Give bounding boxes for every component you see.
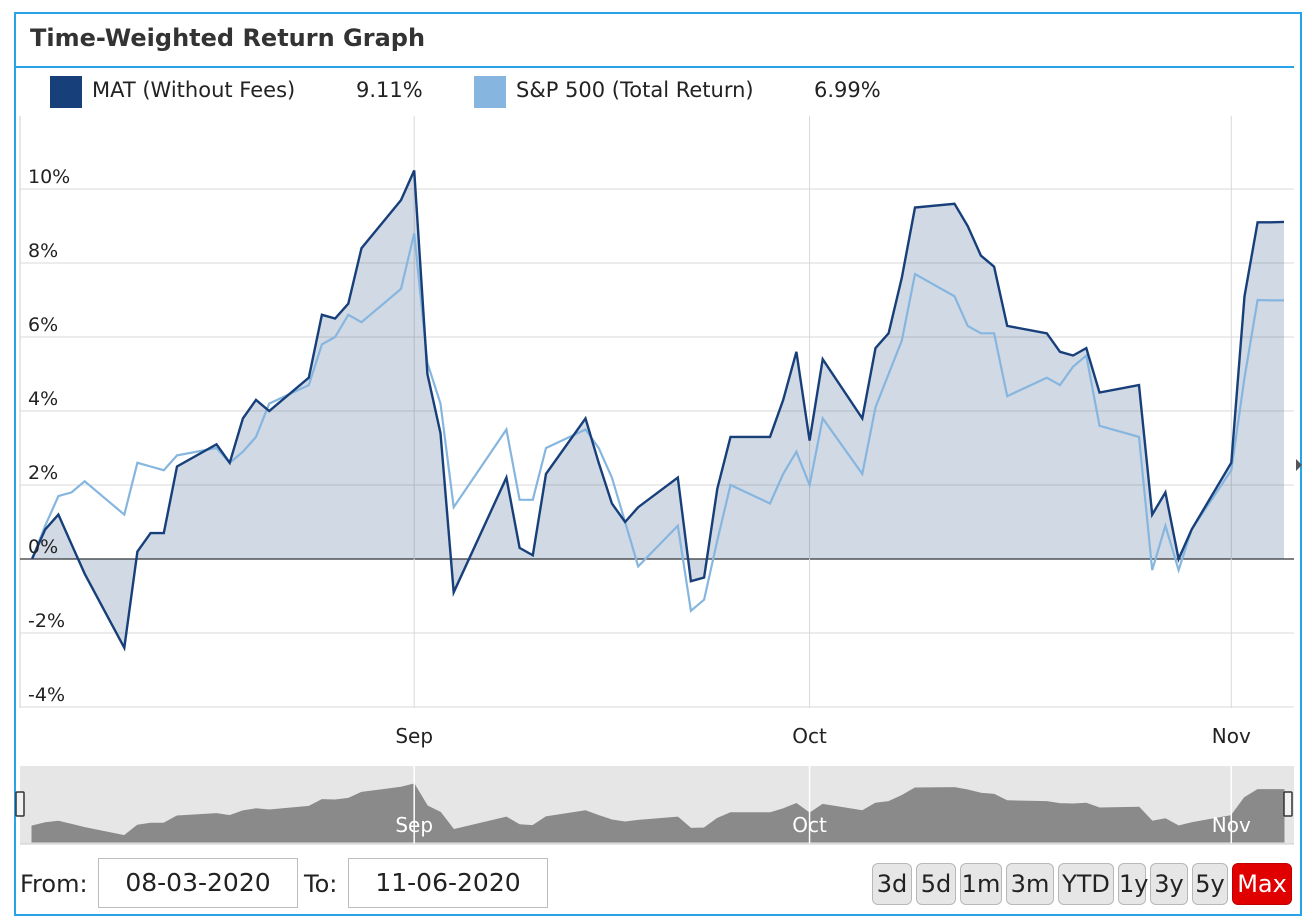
- range-selector: From: 08-03-2020 To: 11-06-2020 3d 5d 1m 3m…: [0, 846, 1302, 918]
- legend-label-sp500[interactable]: S&P 500 (Total Return): [516, 78, 754, 102]
- range-button-5d[interactable]: 5d: [916, 863, 956, 905]
- title-bar: Time-Weighted Return Graph: [16, 14, 1294, 68]
- navigator-label-oct: Oct: [792, 813, 827, 837]
- x-axis: Sep Oct Nov: [395, 724, 1251, 748]
- scroll-right-icon: [1296, 459, 1302, 471]
- range-button-max[interactable]: Max: [1232, 863, 1292, 905]
- navigator-area: [31, 783, 1285, 843]
- chart-title: Time-Weighted Return Graph: [30, 24, 426, 52]
- legend-value-sp500: 6.99%: [814, 78, 881, 102]
- y-tick-label: 6%: [28, 314, 58, 336]
- from-label: From:: [20, 870, 88, 898]
- y-tick-label: 4%: [28, 388, 58, 410]
- range-button-ytd[interactable]: YTD: [1058, 863, 1114, 905]
- mat-area-fill: [32, 170, 1284, 648]
- range-button-3m[interactable]: 3m: [1006, 863, 1054, 905]
- y-tick-label: 2%: [28, 462, 58, 484]
- chart-widget: [14, 12, 1302, 916]
- gridlines: [19, 116, 1294, 708]
- y-tick-label: 0%: [28, 536, 58, 558]
- chart-svg[interactable]: -4% -2% 0% 2% 4% 6% 8% 10% Sep Oct Nov Sep Oct Nov: [0, 0, 1302, 846]
- y-tick-label: 10%: [28, 166, 70, 188]
- range-button-3d[interactable]: 3d: [872, 863, 912, 905]
- navigator-label-nov: Nov: [1212, 813, 1251, 837]
- navigator-label-sep: Sep: [395, 813, 433, 837]
- y-axis: -4% -2% 0% 2% 4% 6% 8% 10%: [28, 166, 70, 706]
- legend-value-mat: 9.11%: [356, 78, 423, 102]
- legend-swatch-mat[interactable]: [50, 76, 82, 108]
- sp500-series-line: [30, 233, 1284, 613]
- navigator-handle-right[interactable]: [1283, 791, 1293, 817]
- x-tick-label-nov: Nov: [1212, 724, 1251, 748]
- to-label: To:: [304, 870, 338, 898]
- y-tick-label: 8%: [28, 240, 58, 262]
- x-tick-label-oct: Oct: [792, 724, 827, 748]
- from-date-input[interactable]: 08-03-2020: [98, 858, 298, 908]
- mat-series-line: [30, 170, 1285, 652]
- legend-label-mat[interactable]: MAT (Without Fees): [92, 78, 296, 102]
- range-button-1m[interactable]: 1m: [960, 863, 1002, 905]
- range-button-5y[interactable]: 5y: [1192, 863, 1228, 905]
- y-tick-label: -4%: [28, 684, 65, 706]
- legend: MAT (Without Fees) 9.11% S&P 500 (Total …: [16, 68, 1294, 114]
- to-date-input[interactable]: 11-06-2020: [348, 858, 548, 908]
- navigator-handle-left[interactable]: [15, 791, 25, 817]
- navigator[interactable]: Sep Oct Nov: [15, 766, 1294, 845]
- legend-swatch-sp500[interactable]: [474, 76, 506, 108]
- range-button-1y[interactable]: 1y: [1118, 863, 1148, 905]
- area-layer: [32, 170, 1284, 648]
- lines-layer: [30, 170, 1302, 652]
- range-button-3y[interactable]: 3y: [1150, 863, 1188, 905]
- x-tick-label-sep: Sep: [395, 724, 433, 748]
- y-tick-label: -2%: [28, 610, 65, 632]
